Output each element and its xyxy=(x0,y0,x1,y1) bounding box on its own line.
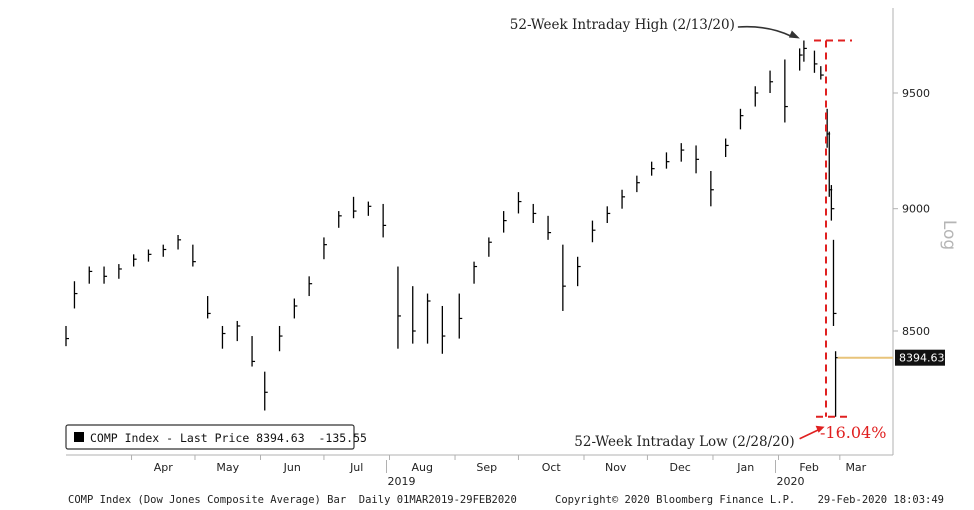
legend: COMP Index - Last Price 8394.63 -135.55 xyxy=(65,424,367,450)
legend-text: COMP Index - Last Price 8394.63 -135.55 xyxy=(90,431,367,445)
y-tick-label: 8500 xyxy=(902,325,930,338)
y-tick-label: 9000 xyxy=(902,203,930,216)
drawdown-range xyxy=(814,39,852,418)
drawdown-percent-label: -16.04% xyxy=(820,423,886,442)
annotation-arrow-high xyxy=(737,25,793,38)
annotation-52-week-low: 52-Week Intraday Low (2/28/20) xyxy=(574,434,794,450)
footer-copyright: Copyright© 2020 Bloomberg Finance L.P. xyxy=(555,494,795,506)
x-tick-label: May xyxy=(216,461,239,474)
x-tick-label: Nov xyxy=(605,461,627,474)
x-axis: Apr May Jun Jul Aug Sep Oct Nov Dec Jan Feb Mar 2019… xyxy=(131,455,867,488)
x-tick-label: Apr xyxy=(154,461,174,474)
price-bars xyxy=(65,40,839,417)
x-year-label: 2019 xyxy=(387,475,415,488)
x-tick-label: Aug xyxy=(412,461,433,474)
annotation-52-week-high: 52-Week Intraday High (2/13/20) xyxy=(510,17,735,33)
x-tick-label: Jan xyxy=(736,461,754,474)
footer-description: COMP Index (Dow Jones Composite Average)… xyxy=(68,494,517,506)
x-tick-label: Feb xyxy=(799,461,818,474)
annotation-arrow-low xyxy=(799,429,819,440)
x-tick-label: Jun xyxy=(283,461,301,474)
x-tick-label: Mar xyxy=(845,461,866,474)
legend-swatch xyxy=(74,432,84,442)
annotation-arrowhead-low xyxy=(815,425,825,433)
x-year-label: 2020 xyxy=(777,475,805,488)
y-tick-label: 9500 xyxy=(902,87,930,100)
last-price-label: 8394.63 xyxy=(899,352,945,365)
x-tick-label: Jul xyxy=(349,461,363,474)
x-tick-label: Sep xyxy=(476,461,497,474)
last-price-tag xyxy=(895,349,945,366)
annotation-arrowhead-high xyxy=(788,30,800,39)
y-axis: 8500 9000 9500 xyxy=(893,87,930,338)
legend-box xyxy=(65,424,355,450)
x-tick-label: Oct xyxy=(542,461,562,474)
x-tick-label: Dec xyxy=(670,461,691,474)
y-axis-label: Log xyxy=(939,220,959,250)
footer-timestamp: 29-Feb-2020 18:03:49 xyxy=(818,494,944,506)
